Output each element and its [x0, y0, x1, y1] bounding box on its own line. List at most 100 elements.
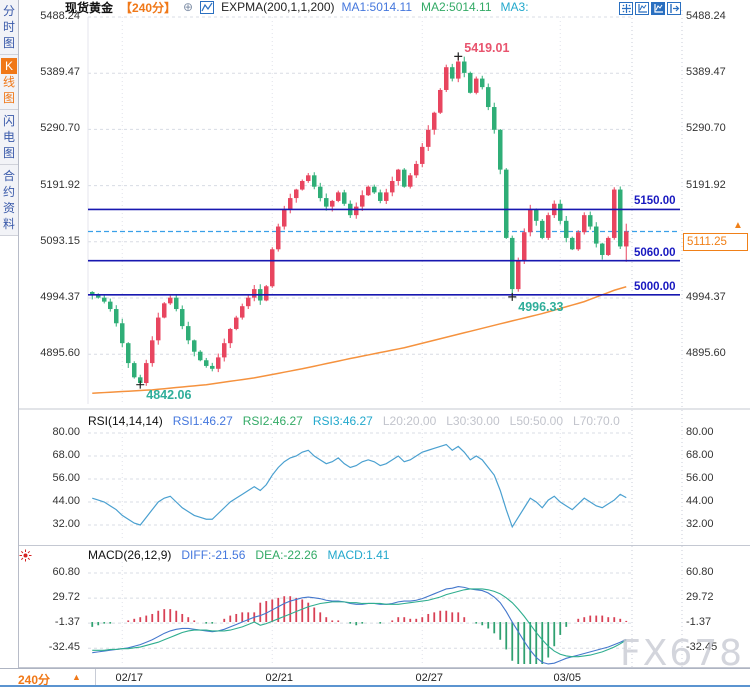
price-up-arrow-icon: ▲ — [733, 220, 743, 231]
y-axis-label: 80.00 — [686, 426, 714, 438]
indicator-value-label: MA2:5014.11 — [421, 0, 492, 14]
red-sun-icon[interactable] — [19, 549, 32, 562]
sidebar-tab-char: 线 — [2, 75, 15, 89]
y-axis-label: 4994.37 — [40, 291, 80, 303]
indicator-value-label: MACD:1.41 — [327, 548, 390, 562]
price-line-label: 5150.00 — [634, 195, 676, 208]
price-line-label: 5060.00 — [634, 246, 676, 259]
y-axis-label: 29.72 — [686, 591, 714, 604]
expma-line — [92, 286, 627, 394]
watermark: FX678 — [620, 633, 745, 674]
y-axis-label: 5290.70 — [40, 122, 80, 135]
rsi-title: RSI(14,14,14) — [88, 414, 163, 428]
sidebar-tab-闪电图[interactable]: 闪电图 — [0, 110, 18, 165]
rsi-line — [92, 443, 627, 529]
sidebar-tab-分时图[interactable]: 分时图 — [0, 0, 18, 55]
indicator-value-label: RSI2:46.27 — [242, 414, 303, 428]
window-bottom-edge — [0, 685, 750, 687]
exit-chart-icon[interactable] — [667, 2, 681, 15]
annotation-markers — [136, 52, 517, 389]
y-axis-label: 60.80 — [52, 566, 80, 578]
macd-header: MACD(26,12,9) DIFF:-21.56 DEA:-22.26 MACD:… — [88, 548, 389, 562]
rsi-header: RSI(14,14,14) RSI1:46.27 RSI2:46.27 RSI3:4… — [88, 414, 620, 428]
indicator-value-label: DIFF:-21.56 — [181, 548, 246, 562]
sidebar-tab-char: K — [1, 58, 17, 74]
y-axis-label: 68.00 — [52, 449, 80, 461]
y-axis-label: 5488.24 — [686, 10, 726, 22]
period-selector[interactable]: 240分 ▲ — [0, 669, 96, 687]
scale-axis-active-icon[interactable] — [651, 2, 665, 15]
date-label: 02/21 — [265, 672, 294, 684]
sidebar-tab-char: 料 — [2, 217, 15, 231]
indicator-value-label: DEA:-22.26 — [255, 548, 318, 562]
indicator-value-label: L50:50.00 — [509, 414, 564, 428]
y-axis-label: 56.00 — [52, 472, 80, 484]
y-axis-label: 68.00 — [686, 449, 714, 461]
add-indicator-icon[interactable]: ⊕ — [183, 0, 194, 14]
indicator-value-label: RSI3:46.27 — [312, 414, 373, 428]
y-axis-label: 29.72 — [52, 591, 80, 604]
candles — [90, 56, 629, 386]
indicator-value-label: MA3: — [500, 0, 529, 14]
sidebar-tab-char: 约 — [2, 185, 15, 199]
indicator-name: EXPMA(200,1,1,200) — [221, 0, 335, 14]
symbol-name: 现货黄金 — [65, 0, 114, 15]
ma-values: MA1:5014.11 MA2:5014.11 MA3: — [342, 0, 529, 14]
y-axis-label: 5389.47 — [40, 66, 80, 79]
y-axis-label: 44.00 — [686, 495, 714, 507]
sidebar-tab-char: 电 — [2, 130, 15, 144]
period-dropdown-arrow-icon[interactable]: ▲ — [72, 672, 81, 682]
sidebar-tab-char: 闪 — [2, 114, 15, 128]
chart-canvas[interactable] — [0, 0, 750, 668]
y-axis-label: 4895.60 — [686, 347, 726, 360]
sidebar-tab-char: 分 — [2, 4, 15, 18]
indicator-value-label: MA1:5014.11 — [341, 0, 413, 14]
indicator-value-label: L30:30.00 — [446, 414, 500, 428]
bottom-time-axis: 240分 ▲ 02/17 02/21 02/27 03/05 — [0, 668, 750, 687]
y-axis-label: 5488.24 — [40, 10, 80, 22]
indicator-value-label: L20:20.00 — [382, 414, 437, 428]
date-label: 02/17 — [115, 672, 144, 684]
macd-plot — [91, 585, 628, 665]
y-axis-label: 5191.92 — [686, 178, 726, 191]
sidebar-tab-char: 图 — [2, 91, 15, 105]
period-selector-label[interactable]: 240分 — [18, 673, 51, 687]
date-label: 02/27 — [415, 672, 444, 684]
y-axis-label: -32.45 — [48, 641, 80, 654]
y-axis-label: 56.00 — [686, 472, 714, 484]
y-axis-label: 5191.92 — [40, 178, 80, 191]
price-annotation: 4842.06 — [146, 387, 192, 402]
y-axis-label: 4994.37 — [686, 291, 726, 303]
y-axis-label: -1.37 — [54, 616, 80, 629]
sidebar-tab-合约资料[interactable]: 合约资料 — [0, 165, 18, 236]
chart-type-icon[interactable] — [200, 0, 215, 14]
sidebar-tab-char: 合 — [2, 169, 15, 183]
price-lines — [88, 208, 680, 296]
y-axis-label: 44.00 — [52, 495, 80, 507]
indicator-value-label: RSI1:46.27 — [172, 414, 233, 428]
sidebar-tab-char: 资 — [2, 201, 15, 215]
period-label[interactable]: 【240分】 — [120, 0, 177, 15]
y-axis-label: 80.00 — [52, 426, 80, 438]
sidebar-tab-char: 图 — [2, 36, 15, 50]
y-axis-label: 4895.60 — [40, 347, 80, 360]
macd-title: MACD(26,12,9) — [88, 548, 172, 562]
y-axis-label: -32.45 — [686, 641, 718, 654]
main-chart-header: 现货黄金 【240分】 ⊕ EXPMA(200,1,1,200) MA1:501… — [65, 0, 529, 15]
sidebar-tab-char: 时 — [2, 20, 15, 34]
crosshair-icon[interactable] — [619, 2, 633, 15]
chart-toolbar — [619, 2, 681, 15]
scale-axis-icon[interactable] — [635, 2, 649, 15]
indicator-value-label: L70:70.0 — [573, 414, 620, 428]
y-axis-label: 5093.15 — [40, 234, 80, 247]
date-label: 03/05 — [553, 672, 582, 684]
y-axis-label: 60.80 — [686, 566, 714, 578]
price-line-label: 5000.00 — [634, 280, 676, 293]
price-annotation: 5419.01 — [464, 41, 510, 56]
sidebar-tab-char: 图 — [2, 146, 15, 160]
current-price-label: 5111.25 — [683, 233, 748, 251]
y-axis-label: 5389.47 — [686, 66, 726, 79]
